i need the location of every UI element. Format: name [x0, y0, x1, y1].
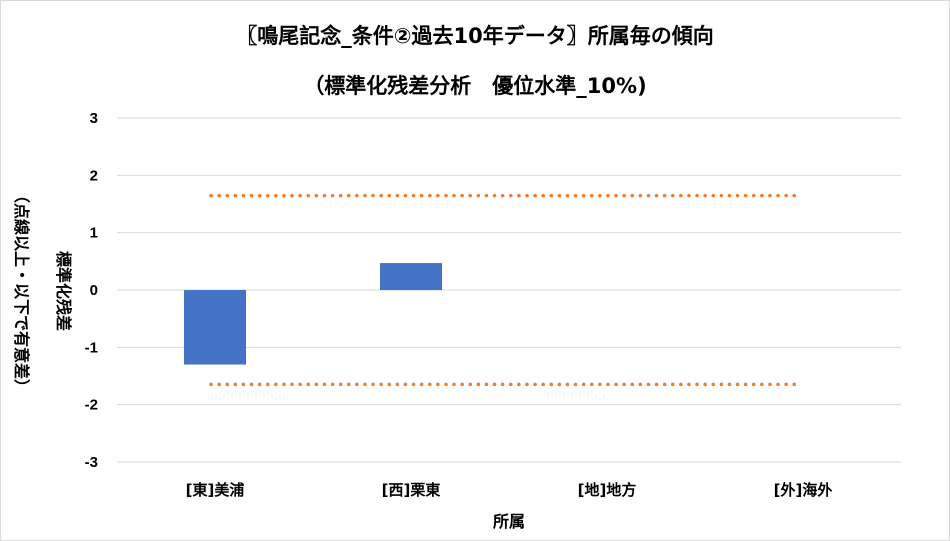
y-tick-label: -3 [85, 454, 98, 471]
x-axis-label: 所属 [493, 512, 525, 531]
x-tick-label: [外]海外 [774, 481, 833, 499]
x-tick-label: [東]美浦 [186, 481, 245, 499]
y-tick-label: -2 [85, 397, 98, 414]
chart-subtitle: （標準化残差分析 優位水準_10%) [303, 74, 647, 98]
bar [380, 263, 442, 290]
x-tick-label: [西]栗東 [382, 481, 441, 499]
y-tick-label: 3 [90, 110, 98, 127]
y-tick-label: 1 [90, 225, 98, 242]
x-tick-label: [地]地方 [578, 481, 637, 499]
y-tick-label: 2 [90, 167, 98, 184]
y-tick-label: -1 [85, 339, 98, 356]
y-axis-sublabel: （点線以上・以下で有意差） [12, 187, 31, 395]
y-axis-label: 標準化残差 [54, 251, 73, 331]
bar [184, 290, 246, 365]
chart-title: 〖鳴尾記念_条件②過去10年データ〗所属毎の傾向 [236, 24, 714, 48]
y-tick-label: 0 [90, 282, 98, 299]
